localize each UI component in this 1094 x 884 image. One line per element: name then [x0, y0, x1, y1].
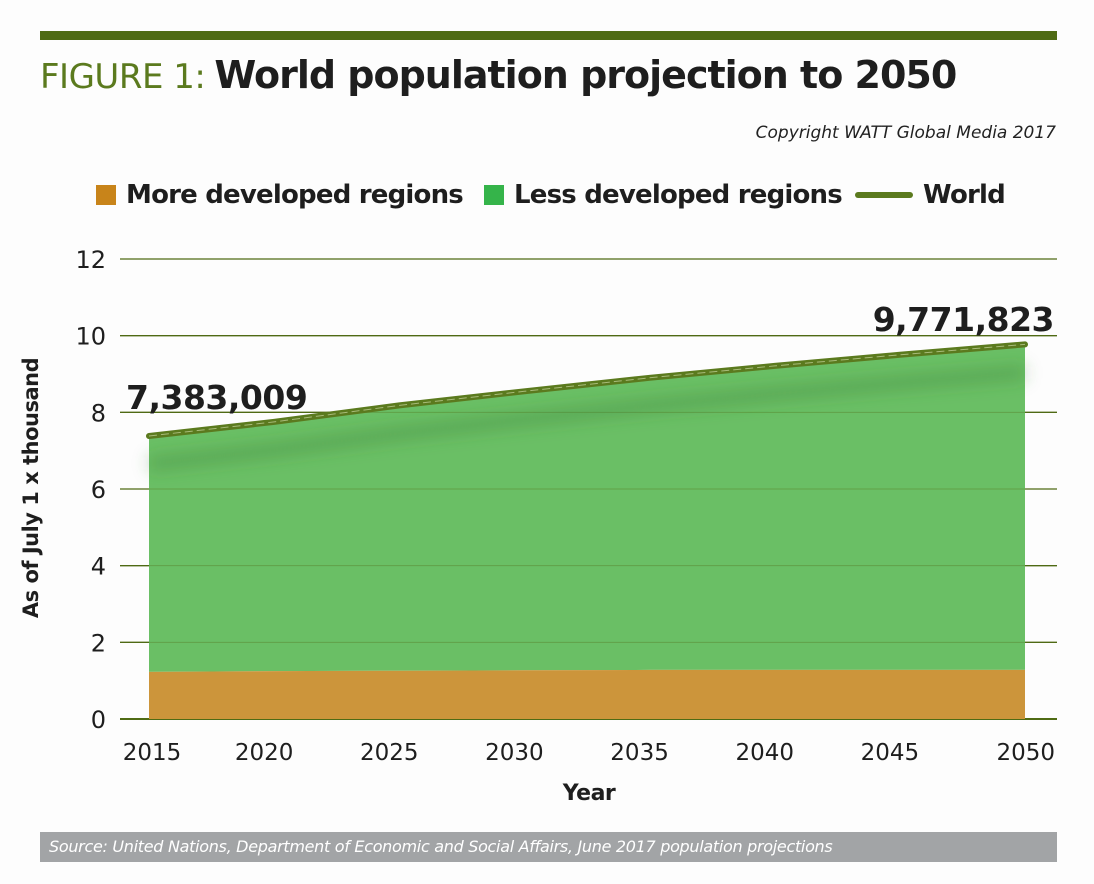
world-line-shadow [148, 365, 1026, 471]
x-tick-label: 2045 [861, 740, 920, 766]
header-bar [40, 31, 1057, 40]
legend-item-more-developed: More developed regions [96, 180, 464, 210]
y-tick-label: 4 [91, 553, 106, 581]
x-tick-label: 2035 [610, 740, 669, 766]
x-tick-label: 2025 [360, 740, 419, 766]
area-less-developed [149, 344, 1025, 672]
x-tick-label: 2015 [123, 740, 182, 766]
y-axis-label: As of July 1 x thousand [19, 358, 43, 618]
legend-swatch-more-developed [96, 185, 116, 205]
annotation-2015-value: 7,383,009 [126, 378, 307, 417]
y-tick-label: 12 [75, 246, 106, 274]
source-text: Source: United Nations, Department of Ec… [49, 837, 833, 856]
y-tick-label: 10 [75, 323, 106, 351]
x-tick-label: 2040 [735, 740, 794, 766]
legend-item-world: World [855, 180, 1006, 210]
x-tick-label: 2020 [235, 740, 294, 766]
legend-label-world: World [923, 180, 1006, 210]
area-more-developed [149, 669, 1025, 719]
legend-label-less-developed: Less developed regions [514, 180, 843, 210]
x-tick-label: 2030 [485, 740, 544, 766]
x-axis-label: Year [562, 781, 616, 806]
copyright-note: Copyright WATT Global Media 2017 [755, 123, 1056, 143]
legend-swatch-less-developed [484, 185, 504, 205]
areas [120, 258, 1057, 719]
title-text: World population projection to 2050 [214, 53, 957, 97]
x-axis-ticks: 2015 2020 2025 2030 2035 2040 2045 2050 [123, 740, 1055, 766]
world-line-highlight [148, 343, 1026, 437]
annotation-2050-value: 9,771,823 [873, 300, 1054, 339]
source-bar: Source: United Nations, Department of Ec… [40, 832, 1057, 862]
world-line-layer [146, 341, 1028, 471]
legend-item-less-developed: Less developed regions [484, 180, 843, 210]
annotations: 7,383,009 9,771,823 [126, 300, 1055, 417]
y-tick-label: 6 [91, 476, 106, 504]
legend-label-more-developed: More developed regions [126, 180, 464, 210]
legend: More developed regions Less developed re… [0, 180, 1094, 214]
y-tick-label: 2 [91, 629, 106, 657]
legend-line-world [855, 192, 913, 198]
y-axis-ticks: 0 2 4 6 8 10 12 [75, 246, 106, 734]
x-tick-label: 2050 [996, 740, 1055, 766]
y-tick-label: 0 [91, 706, 106, 734]
figure-label: FIGURE 1: [40, 57, 206, 97]
y-tick-label: 8 [91, 399, 106, 427]
chart-title: FIGURE 1: World population projection to… [40, 53, 957, 97]
